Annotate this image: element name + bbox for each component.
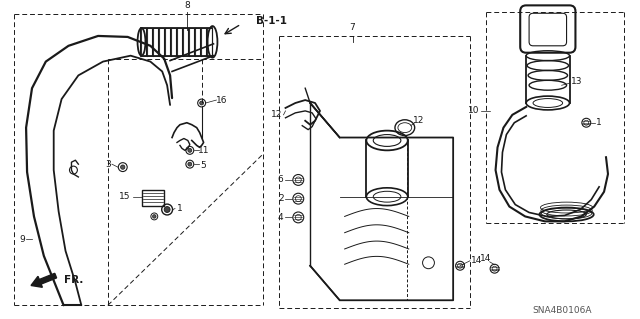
Text: 1: 1 (177, 204, 183, 213)
Circle shape (152, 215, 156, 218)
Text: 10: 10 (468, 107, 480, 115)
Circle shape (188, 162, 192, 166)
Text: 15: 15 (119, 192, 131, 201)
Text: 2: 2 (278, 194, 284, 203)
Text: 9: 9 (19, 234, 25, 244)
Text: 1: 1 (596, 118, 602, 127)
Text: 6: 6 (278, 175, 284, 184)
Text: 13: 13 (571, 77, 582, 86)
FancyArrow shape (31, 273, 56, 287)
Circle shape (164, 207, 170, 212)
Text: 4: 4 (278, 213, 284, 222)
Text: 3: 3 (105, 160, 111, 169)
Text: B-1-1: B-1-1 (256, 16, 287, 26)
Text: 16: 16 (216, 96, 227, 105)
Circle shape (120, 165, 125, 169)
Text: 14: 14 (471, 256, 483, 265)
Text: 8: 8 (184, 1, 189, 10)
Text: FR.: FR. (63, 275, 83, 285)
Circle shape (200, 101, 204, 105)
Text: SNA4B0106A: SNA4B0106A (532, 306, 591, 315)
Text: 12: 12 (271, 110, 282, 119)
Text: 7: 7 (349, 23, 355, 32)
Text: 12: 12 (413, 116, 424, 125)
Text: 14: 14 (480, 254, 492, 263)
Circle shape (188, 148, 192, 152)
Text: 5: 5 (201, 161, 207, 170)
Text: 11: 11 (198, 146, 209, 155)
